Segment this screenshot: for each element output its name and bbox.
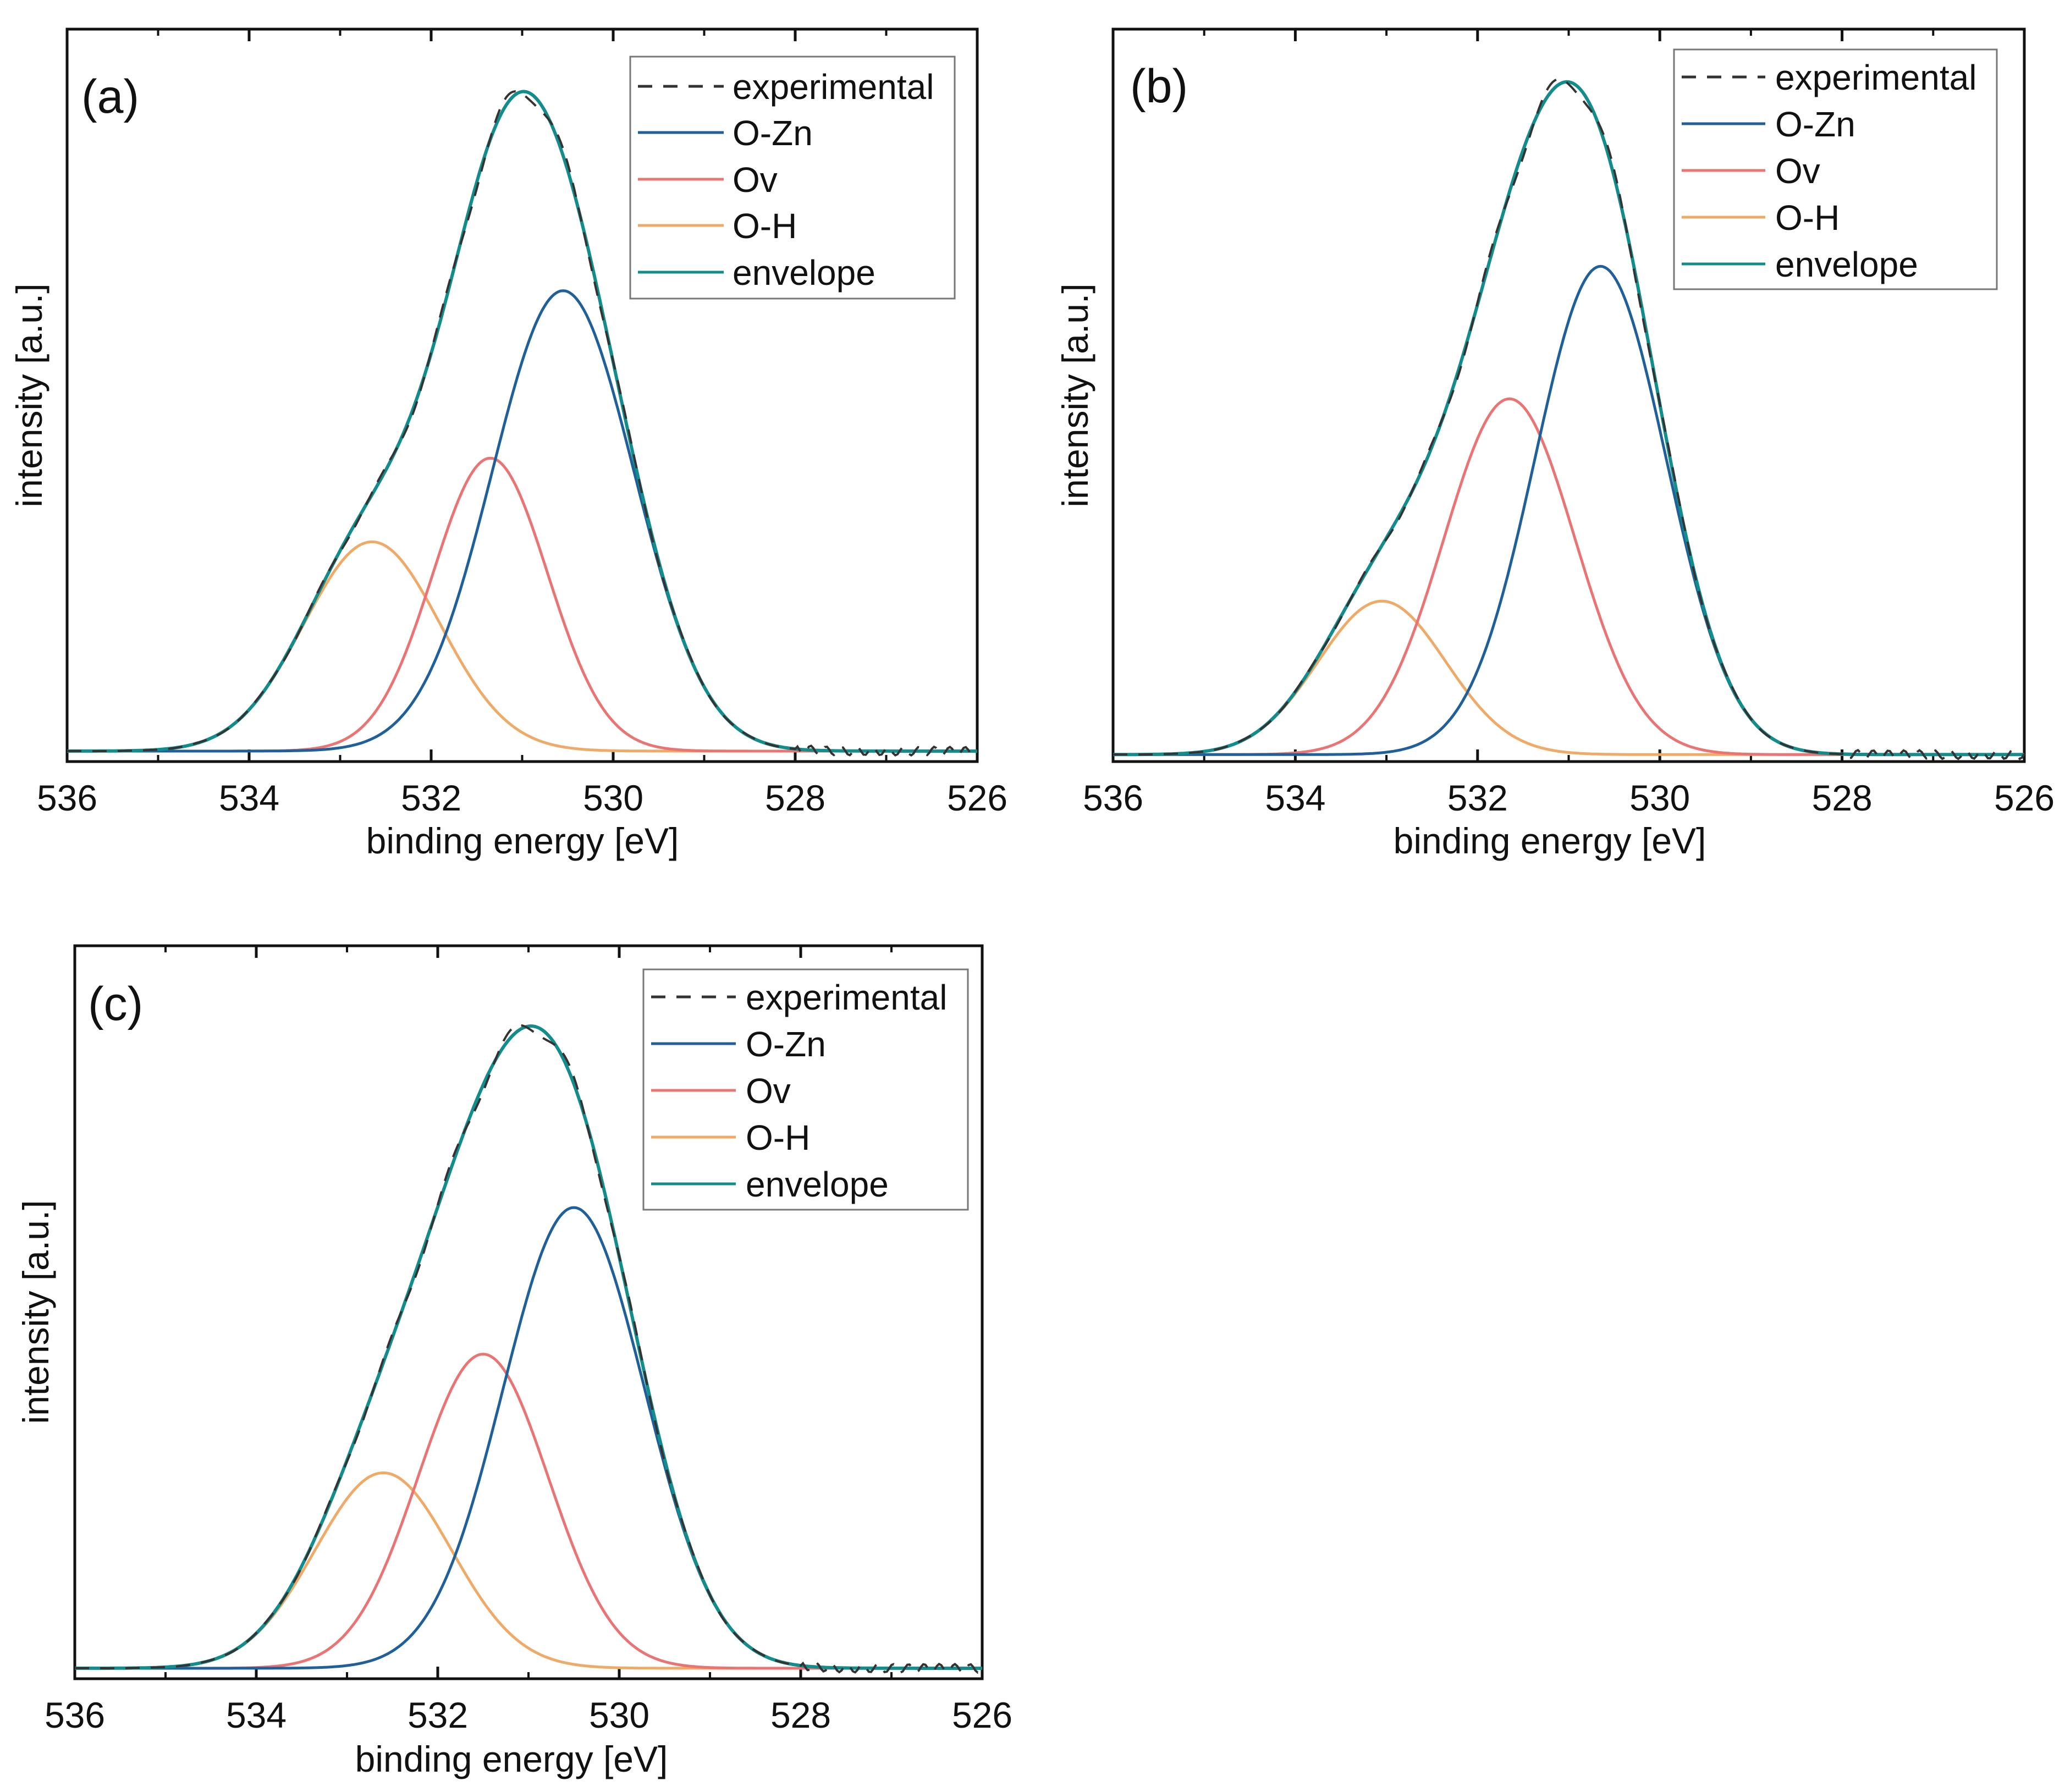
legend-label: O-Zn — [746, 1024, 826, 1064]
legend-label: envelope — [733, 253, 875, 293]
legend-item-experimental: experimental — [638, 67, 934, 107]
legend-label: envelope — [1775, 245, 1918, 284]
y-axis-label: intensity [a.u.] — [1055, 283, 1095, 507]
series-ov-line — [67, 456, 977, 753]
x-axis-ticks — [65, 29, 979, 762]
x-tick-label: 526 — [1994, 778, 2055, 818]
series-ov-line — [1113, 397, 2024, 756]
x-axis-tick-labels: 536 534 532 530 528 526 — [1083, 778, 2055, 818]
legend-item-ov: Ov — [651, 1071, 791, 1111]
series-experimental-line — [1113, 78, 2025, 760]
panel-b: (b) 536 534 532 530 528 526 binding ener… — [1055, 27, 2055, 861]
legend-label: O-H — [746, 1118, 810, 1157]
legend-label: O-Zn — [1775, 104, 1855, 144]
panel-label: (b) — [1130, 60, 1188, 113]
x-tick-label: 534 — [226, 1695, 287, 1735]
legend-item-o-zn: O-Zn — [638, 113, 813, 153]
legend-item-experimental: experimental — [651, 978, 947, 1017]
legend-item-experimental: experimental — [1682, 58, 1976, 97]
panel-label: (c) — [88, 978, 143, 1030]
legend-item-ov: Ov — [1682, 151, 1820, 191]
x-tick-label: 536 — [1083, 778, 1143, 818]
x-tick-label: 534 — [219, 778, 279, 818]
legend-label: O-H — [733, 206, 797, 246]
x-axis-label: binding energy [eV] — [1394, 820, 1706, 861]
x-tick-label: 534 — [1265, 778, 1325, 818]
x-tick-label: 536 — [45, 1695, 105, 1735]
legend-label: O-H — [1775, 198, 1840, 238]
x-tick-label: 532 — [1447, 778, 1508, 818]
series-experimental-line — [74, 1024, 983, 1674]
legend-item-envelope: envelope — [651, 1165, 889, 1204]
legend-label: experimental — [733, 67, 934, 107]
series-o-zn-line — [75, 1206, 982, 1670]
panel-label: (a) — [81, 70, 139, 123]
x-axis-label: binding energy [eV] — [366, 820, 679, 861]
panel-a: (a) 536 534 532 530 528 526 binding ener… — [9, 27, 1007, 861]
series-o-zn-line — [1113, 264, 2024, 756]
panel-c: (c) 536 534 532 530 528 526 binding ener… — [15, 944, 1012, 1779]
y-axis-label: intensity [a.u.] — [9, 283, 49, 507]
x-axis-label: binding energy [eV] — [355, 1739, 668, 1779]
x-tick-label: 530 — [1629, 778, 1690, 818]
curves — [1113, 78, 2025, 760]
legend-item-envelope: envelope — [1682, 245, 1918, 284]
curves — [74, 1024, 983, 1674]
x-tick-label: 536 — [37, 778, 97, 818]
x-tick-label: 526 — [952, 1695, 1012, 1735]
legend-label: envelope — [746, 1165, 889, 1204]
x-axis-ticks — [73, 946, 984, 1679]
x-tick-label: 526 — [947, 778, 1007, 818]
legend-item-o-h: O-H — [638, 206, 797, 246]
legend-box — [629, 56, 956, 300]
legend-item-ov: Ov — [638, 160, 778, 200]
legend-item-o-h: O-H — [651, 1118, 810, 1157]
legend-label: experimental — [746, 978, 947, 1017]
legend-label: O-Zn — [733, 113, 813, 153]
x-tick-label: 530 — [589, 1695, 649, 1735]
legend-item-o-zn: O-Zn — [651, 1024, 826, 1064]
series-experimental-line — [67, 90, 978, 757]
legend-item-envelope: envelope — [638, 253, 875, 293]
y-axis-label: intensity [a.u.] — [15, 1200, 56, 1424]
legend-label: experimental — [1775, 58, 1976, 97]
legend-item-o-zn: O-Zn — [1682, 104, 1855, 144]
x-tick-label: 528 — [1812, 778, 1873, 818]
legend: experimental O-Zn Ov O-H envelope — [629, 56, 956, 300]
x-tick-label: 530 — [583, 778, 643, 818]
series-o-h-line — [67, 540, 977, 753]
legend-label: Ov — [746, 1071, 791, 1111]
series-o-zn-line — [67, 289, 977, 753]
series-ov-line — [75, 1353, 982, 1670]
x-tick-label: 528 — [770, 1695, 831, 1735]
legend: experimental O-Zn Ov O-H envelope — [1673, 48, 1998, 290]
x-axis-tick-labels: 536 534 532 530 528 526 — [45, 1695, 1012, 1735]
legend: experimental O-Zn Ov O-H envelope — [642, 968, 969, 1211]
series-o-h-line — [1113, 599, 2024, 756]
curves — [67, 90, 978, 757]
x-tick-label: 532 — [408, 1695, 468, 1735]
x-tick-label: 528 — [765, 778, 825, 818]
legend-item-o-h: O-H — [1682, 198, 1840, 238]
legend-label: Ov — [1775, 151, 1820, 191]
legend-label: Ov — [733, 160, 778, 200]
x-axis-tick-labels: 536 534 532 530 528 526 — [37, 778, 1007, 818]
series-o-h-line — [75, 1471, 982, 1670]
x-tick-label: 532 — [401, 778, 461, 818]
